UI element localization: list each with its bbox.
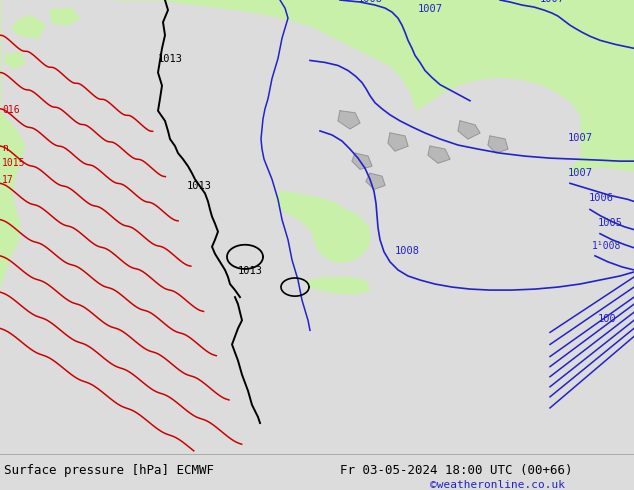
Polygon shape [366, 173, 385, 189]
Text: 016: 016 [2, 105, 20, 115]
Text: 1015: 1015 [2, 158, 25, 168]
Text: 1005: 1005 [598, 218, 623, 228]
Polygon shape [0, 0, 25, 287]
Polygon shape [428, 146, 450, 163]
Polygon shape [580, 30, 634, 78]
Polygon shape [12, 15, 45, 38]
Text: 1007: 1007 [568, 133, 593, 143]
Polygon shape [330, 78, 580, 161]
Text: 1013: 1013 [238, 266, 263, 276]
Polygon shape [275, 192, 370, 262]
Text: Fr 03-05-2024 18:00 UTC (00+66): Fr 03-05-2024 18:00 UTC (00+66) [340, 464, 573, 477]
Polygon shape [388, 133, 408, 151]
Text: 1¹008: 1¹008 [592, 241, 621, 251]
Text: 1013: 1013 [187, 181, 212, 192]
Polygon shape [458, 121, 480, 139]
Polygon shape [488, 136, 508, 153]
Text: 1006: 1006 [589, 194, 614, 203]
Text: 100: 100 [598, 314, 617, 324]
Text: Surface pressure [hPa] ECMWF: Surface pressure [hPa] ECMWF [4, 464, 214, 477]
Text: n: n [2, 143, 8, 153]
Text: ©weatheronline.co.uk: ©weatheronline.co.uk [430, 480, 565, 490]
Text: 1007: 1007 [540, 0, 565, 4]
Polygon shape [115, 0, 634, 183]
Polygon shape [338, 111, 360, 129]
Text: 1007: 1007 [418, 4, 443, 14]
Polygon shape [290, 196, 568, 262]
Text: 17: 17 [2, 175, 14, 185]
Polygon shape [50, 8, 80, 25]
Polygon shape [305, 277, 370, 294]
Polygon shape [490, 0, 634, 12]
Text: 1008: 1008 [358, 0, 383, 4]
Polygon shape [558, 111, 634, 171]
Polygon shape [330, 78, 580, 212]
Text: 1013: 1013 [158, 54, 183, 65]
Text: 1007: 1007 [568, 168, 593, 178]
Polygon shape [5, 52, 25, 69]
Polygon shape [352, 153, 372, 169]
Text: 1008: 1008 [395, 246, 420, 256]
